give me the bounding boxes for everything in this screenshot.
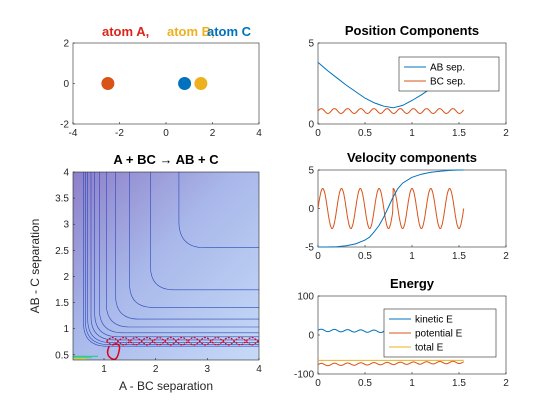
atoms-xtick-label: -4 [69, 128, 78, 139]
energy-xtick-label: 1.5 [452, 378, 466, 389]
position-xtick-label: 2 [503, 128, 509, 139]
velocity-xtick-label: 0 [315, 251, 321, 262]
contour-line [87, 172, 259, 343]
energy-legend-label: kinetic E [415, 315, 453, 326]
surface-ytick-label: 1 [63, 324, 69, 335]
position-chart: 0 0.5 1 1.5 2 0 5 Position Components AB sep. BC … [308, 23, 509, 139]
energy-legend-label: potential E [415, 329, 463, 340]
velocity-xtick-label: 1 [409, 251, 415, 262]
velocity-ytick-label: 5 [308, 166, 314, 177]
energy-ytick-label: 100 [297, 292, 314, 303]
surface-xtick-label: 3 [205, 364, 211, 375]
velocity-ytick-label: -5 [305, 243, 314, 254]
contour-line [115, 172, 259, 320]
trajectory-path-0 [106, 336, 259, 346]
surface-ytick-label: 0.5 [55, 350, 69, 361]
surface-axes-box [72, 171, 260, 361]
atom-marker-atom-B [194, 77, 208, 90]
position-ytick-label: 0 [308, 120, 314, 131]
position-series-line-1 [317, 108, 465, 115]
position-legend-label: AB sep. [430, 63, 465, 74]
energy-series-line-1 [317, 360, 464, 367]
energy-title: Energy [390, 276, 435, 291]
position-xtick-label: 1.5 [452, 128, 466, 139]
surface-fill [73, 172, 259, 360]
atoms-ytick-label: 2 [63, 39, 69, 50]
contour-line [129, 172, 259, 308]
position-xtick-label: 0 [315, 128, 321, 139]
contour-line [90, 172, 259, 341]
position-xtick-label: 0.5 [358, 128, 372, 139]
energy-xtick-label: 1 [409, 378, 415, 389]
surface-ylabel: AB - C separation [28, 219, 42, 314]
velocity-ytick-label: 0 [308, 204, 314, 215]
surface-contours [73, 172, 259, 360]
atoms-xtick-label: -2 [115, 128, 124, 139]
velocity-xtick-label: 2 [503, 251, 509, 262]
atoms-xtick-label: 0 [163, 128, 169, 139]
trajectory-path-1 [106, 336, 259, 346]
atoms-ytick-label: -2 [60, 120, 69, 131]
position-legend-label: BC sep. [430, 77, 466, 88]
atoms-axes-box [72, 42, 260, 125]
contour-line [99, 172, 259, 334]
contour-line [94, 172, 259, 338]
contour-line [178, 172, 259, 249]
surface-xtick-label: 4 [256, 364, 262, 375]
velocity-series-line-0 [317, 187, 465, 230]
atoms-legend-label: atom A, [102, 24, 149, 39]
velocity-title: Velocity components [347, 150, 477, 165]
energy-ytick-label: -100 [294, 370, 314, 381]
atoms-legend-label: atom B, [167, 24, 215, 39]
surface-ytick-label: 2.5 [55, 246, 69, 257]
velocity-xtick-label: 0.5 [358, 251, 372, 262]
surface-ytick-label: 4 [63, 168, 69, 179]
position-legend-box [398, 56, 500, 92]
atoms-xtick-label: 4 [256, 128, 262, 139]
atom-marker-atom-A [101, 77, 115, 90]
surface-xtick-label: 1 [101, 364, 107, 375]
position-xtick-label: 1 [409, 128, 415, 139]
velocity-series-line-1 [318, 169, 464, 248]
surface-title: A + BC → AB + C [113, 152, 219, 167]
energy-xtick-label: 0 [315, 378, 321, 389]
atoms-ytick-label: 0 [63, 79, 69, 90]
surface-ytick-label: 3 [63, 220, 69, 231]
surface-ytick-label: 3.5 [55, 194, 69, 205]
position-ytick-label: 5 [308, 39, 314, 50]
energy-xtick-label: 2 [503, 378, 509, 389]
contour-line [106, 172, 259, 328]
surface-xlabel: A - BC separation [119, 379, 213, 393]
velocity-xtick-label: 1.5 [452, 251, 466, 262]
atom-marker-atom-C [178, 77, 192, 90]
contour-line [85, 172, 259, 345]
surface-xtick-label: 2 [153, 364, 159, 375]
trajectory-start-loop [106, 343, 121, 360]
surface-ytick-label: 1.5 [55, 298, 69, 309]
surface-chart: 1 2 3 4 0.5 1 1.5 2 2.5 3 3.5 4 A + BC → AB + C A - B… [28, 152, 262, 393]
atoms-legend-label: atom C [207, 24, 252, 39]
surface-ytick-label: 2 [63, 272, 69, 283]
position-title: Position Components [345, 23, 479, 38]
atoms-xtick-label: 2 [210, 128, 216, 139]
energy-legend-label: total E [415, 343, 444, 354]
energy-ytick-label: 0 [308, 331, 314, 342]
contour-line [83, 172, 259, 347]
contour-line [150, 172, 259, 291]
energy-xtick-label: 0.5 [358, 378, 372, 389]
